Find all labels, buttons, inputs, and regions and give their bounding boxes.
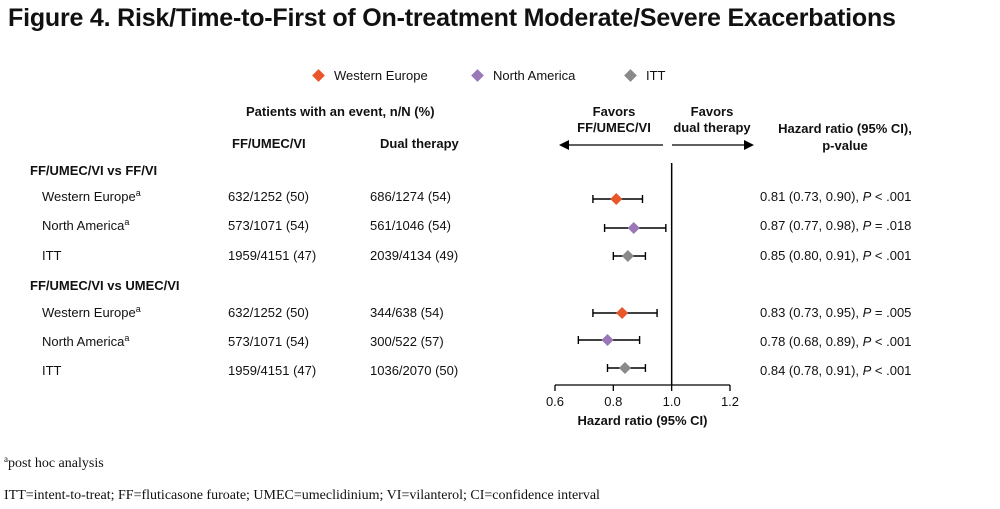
legend-north-america: North America: [471, 68, 576, 83]
ff-umec-vi-column-header: FF/UMEC/VI: [232, 136, 306, 151]
hazard-ratio-value: 0.81 (0.73, 0.90), P < .001: [760, 189, 911, 204]
ff-umec-vi-value: 573/1071 (54): [228, 334, 309, 349]
p-text: = .005: [871, 305, 912, 320]
hazard-ratio-point: [619, 362, 631, 374]
hazard-ratio-value: 0.84 (0.78, 0.91), P < .001: [760, 363, 911, 378]
x-tick-label: 1.2: [721, 394, 739, 409]
arrow-right-icon: [744, 140, 754, 150]
hazard-ratio-point: [610, 193, 623, 205]
row-label: North Americaa: [42, 217, 130, 234]
row-label-text: Western Europe: [42, 305, 136, 320]
legend-itt: ITT: [624, 68, 666, 83]
row-label: ITT: [42, 363, 62, 378]
favors-left-line1: Favors: [592, 104, 636, 119]
footnote-marker: a: [4, 454, 8, 464]
hr-text: 0.87 (0.77, 0.98),: [760, 218, 863, 233]
p-text: < .001: [871, 248, 912, 263]
hazard-ratio-point: [616, 307, 629, 319]
hazard-ratio-value: 0.87 (0.77, 0.98), P = .018: [760, 218, 911, 233]
ff-umec-vi-value: 1959/4151 (47): [228, 248, 317, 263]
dual-therapy-value: 300/522 (57): [370, 334, 444, 349]
p-label: P: [862, 218, 872, 233]
footnote-marker: a: [135, 188, 141, 198]
p-label: P: [862, 189, 872, 204]
hr-text: 0.84 (0.78, 0.91),: [760, 363, 863, 378]
row-label: North Americaa: [42, 333, 130, 350]
row-label-text: ITT: [42, 248, 62, 263]
x-tick-label: 0.8: [604, 394, 622, 409]
p-label: P: [862, 248, 872, 263]
ff-umec-vi-value: 632/1252 (50): [228, 305, 309, 320]
p-text: < .001: [871, 189, 912, 204]
favors-right-line1: Favors: [690, 104, 734, 119]
ff-umec-vi-value: 1959/4151 (47): [228, 363, 317, 378]
x-tick-label: 1.0: [663, 394, 681, 409]
footnote-abbreviations: ITT=intent-to-treat; FF=fluticasone furo…: [4, 488, 600, 503]
section-title: FF/UMEC/VI vs UMEC/VI: [30, 278, 180, 293]
section-title: FF/UMEC/VI vs FF/VI: [30, 163, 158, 178]
arrow-left-icon: [559, 140, 569, 150]
hr-header-line2: p-value: [822, 138, 868, 153]
dual-therapy-value: 561/1046 (54): [370, 218, 451, 233]
row-label: Western Europea: [42, 188, 141, 205]
hr-text: 0.78 (0.68, 0.89),: [760, 334, 863, 349]
ff-umec-vi-value: 632/1252 (50): [228, 189, 309, 204]
hazard-ratio-point: [627, 222, 640, 234]
dual-therapy-value: 2039/4134 (49): [370, 248, 459, 263]
hazard-ratio-value: 0.83 (0.73, 0.95), P = .005: [760, 305, 911, 320]
dual-therapy-value: 344/638 (54): [370, 305, 444, 320]
figure-title: Figure 4. Risk/Time-to-First of On-treat…: [8, 4, 896, 32]
ff-umec-vi-value: 573/1071 (54): [228, 218, 309, 233]
footnote-marker: a: [135, 304, 141, 314]
legend-label: North America: [493, 68, 576, 83]
row-label: ITT: [42, 248, 62, 263]
legend-western-europe: Western Europe: [312, 68, 428, 83]
p-label: P: [862, 305, 872, 320]
p-text: < .001: [871, 334, 912, 349]
footnote-marker: a: [124, 333, 130, 343]
hr-header-line1: Hazard ratio (95% CI),: [778, 121, 912, 136]
x-tick-label: 0.6: [546, 394, 564, 409]
x-axis-label: Hazard ratio (95% CI): [577, 413, 707, 428]
hazard-ratio-point: [621, 250, 634, 262]
favors-ff-umec-vi-label: Favors FF/UMEC/VI: [564, 104, 664, 136]
dual-therapy-column-header: Dual therapy: [380, 136, 459, 151]
row-label-text: Western Europe: [42, 189, 136, 204]
hazard-ratio-value: 0.85 (0.80, 0.91), P < .001: [760, 248, 911, 263]
footnote-text: post hoc analysis: [8, 456, 104, 471]
row-label-text: ITT: [42, 363, 62, 378]
favors-dual-therapy-label: Favors dual therapy: [662, 104, 762, 136]
p-text: = .018: [871, 218, 912, 233]
patients-header: Patients with an event, n/N (%): [246, 104, 435, 119]
hazard-ratio-column-header: Hazard ratio (95% CI), p-value: [760, 120, 930, 154]
legend-label: Western Europe: [334, 68, 428, 83]
p-label: P: [862, 363, 872, 378]
p-label: P: [862, 334, 872, 349]
p-text: < .001: [871, 363, 912, 378]
row-label-text: North America: [42, 218, 125, 233]
hr-text: 0.85 (0.80, 0.91),: [760, 248, 863, 263]
hr-text: 0.83 (0.73, 0.95),: [760, 305, 863, 320]
footnote-marker: a: [124, 217, 130, 227]
row-label-text: North America: [42, 334, 125, 349]
favors-left-line2: FF/UMEC/VI: [577, 120, 651, 135]
hr-text: 0.81 (0.73, 0.90),: [760, 189, 863, 204]
favors-right-line2: dual therapy: [673, 120, 751, 135]
hazard-ratio-point: [601, 334, 614, 346]
legend-label: ITT: [646, 68, 666, 83]
dual-therapy-value: 1036/2070 (50): [370, 363, 459, 378]
row-label: Western Europea: [42, 304, 141, 321]
footnote-post-hoc: apost hoc analysis: [4, 454, 104, 472]
dual-therapy-value: 686/1274 (54): [370, 189, 451, 204]
hazard-ratio-value: 0.78 (0.68, 0.89), P < .001: [760, 334, 911, 349]
